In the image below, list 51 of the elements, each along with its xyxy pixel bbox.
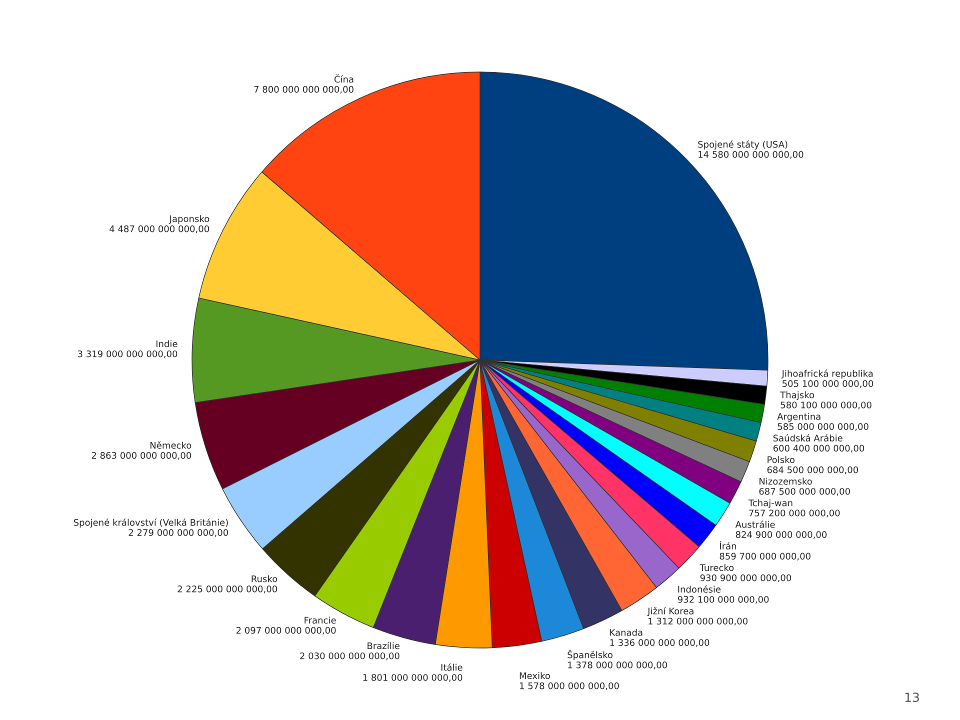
- slice-label: Mexiko: [520, 672, 550, 680]
- slice-label: Thajsko: [780, 391, 814, 400]
- data-label: 1 336 000 000 000,00: [610, 639, 710, 647]
- data-label: 687 500 000 000,00: [759, 488, 850, 496]
- slice-label: Čína: [334, 74, 354, 83]
- text: 13: [905, 692, 919, 702]
- data-label: 1 312 000 000 000,00: [648, 618, 748, 626]
- slice-label: Japonsko: [168, 215, 210, 224]
- data-label: 930 900 000 000,00: [700, 574, 792, 582]
- data-label: 7 800 000 000 000,00: [254, 86, 354, 94]
- data-label: 1 801 000 000 000,00: [363, 674, 462, 682]
- data-label: 932 100 000 000,00: [678, 596, 769, 604]
- data-label: 580 100 000 000,00: [780, 402, 872, 410]
- slice-label: Brazílie: [368, 642, 400, 650]
- data-label: 824 900 000 000,00: [736, 531, 827, 539]
- data-label: 3 319 000 000 000,00: [78, 350, 178, 358]
- slice-label: Indonésie: [678, 585, 721, 593]
- slice-label: Turecko: [700, 564, 734, 572]
- data-label: 1 378 000 000 000,00: [568, 662, 667, 670]
- slice-label: Jižní Korea: [647, 607, 694, 616]
- data-label: 600 400 000 000,00: [773, 444, 864, 453]
- data-label: 859 700 000 000,00: [720, 552, 810, 561]
- data-label: 2 225 000 000 000,00: [178, 586, 278, 594]
- slice-label: Polsko: [768, 456, 795, 464]
- data-label: 2 030 000 000 000,00: [300, 652, 400, 660]
- data-label: 14 580 000 000 000,00: [698, 151, 804, 159]
- slice-label: Indie: [156, 340, 178, 348]
- data-label: 684 500 000 000,00: [767, 466, 858, 474]
- slice-label: Austrálie: [735, 520, 775, 528]
- slice-label: Tchaj-wan: [748, 499, 792, 508]
- slice-label: Argentina: [777, 412, 820, 422]
- data-label: 4 487 000 000 000,00: [110, 225, 210, 234]
- slice-label: Spojené království (Velká Británie): [74, 518, 228, 528]
- slice-label: Francie: [304, 616, 336, 624]
- data-label: 2 863 000 000 000,00: [92, 452, 192, 460]
- data-label: 2 279 000 000 000,00: [128, 529, 228, 537]
- slice-label: Nizozemsko: [760, 478, 812, 485]
- data-label: 585 000 000 000,00: [778, 423, 868, 431]
- slice-label: Jihoafrická republika: [781, 370, 873, 379]
- data-label: 2 097 000 000 000,00: [236, 626, 336, 635]
- data-label: 1 578 000 000 000,00: [520, 682, 619, 690]
- data-label: 505 100 000 000,00: [782, 380, 874, 388]
- slice-label: Spojené státy (USA): [698, 140, 788, 150]
- slice-label: Španělsko: [568, 650, 613, 660]
- slice-label: Itálie: [441, 663, 462, 671]
- slice-label: Saúdská Arábie: [773, 434, 842, 442]
- slice-label: Írán: [720, 541, 736, 550]
- slice-label: Německo: [150, 441, 192, 449]
- slice-label: Kanada: [610, 628, 642, 636]
- slice-label: Rusko: [252, 575, 278, 582]
- data-label: 757 200 000 000,00: [749, 510, 840, 518]
